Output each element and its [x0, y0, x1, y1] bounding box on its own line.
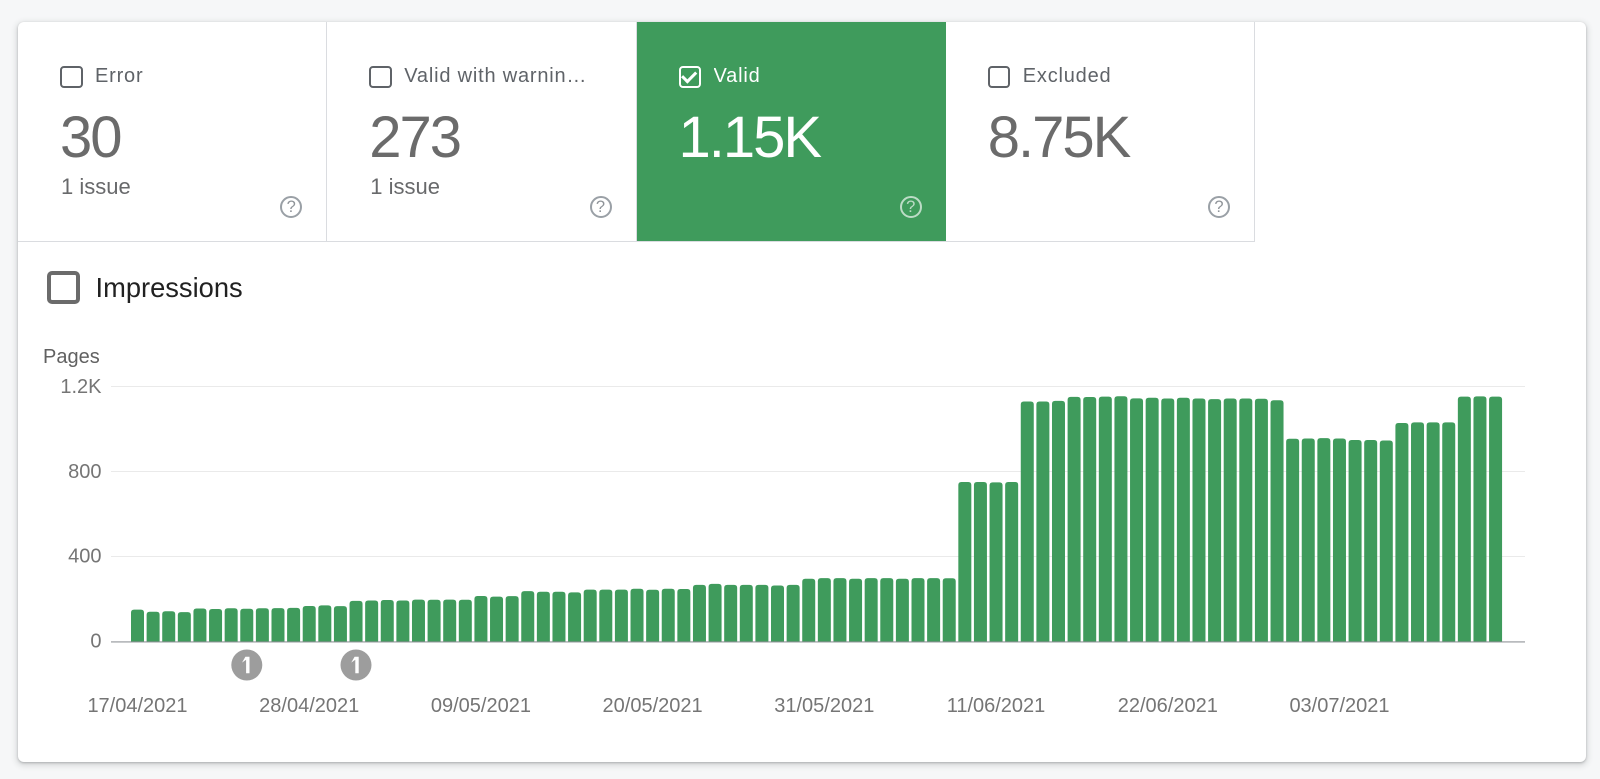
svg-text:22/06/2021: 22/06/2021: [1118, 695, 1218, 717]
svg-text:1.2K: 1.2K: [60, 376, 102, 398]
svg-text:03/07/2021: 03/07/2021: [1289, 695, 1389, 717]
svg-text:28/04/2021: 28/04/2021: [259, 695, 359, 717]
svg-text:400: 400: [68, 546, 101, 568]
svg-text:17/04/2021: 17/04/2021: [87, 695, 187, 717]
svg-text:800: 800: [68, 461, 101, 483]
svg-text:11/06/2021: 11/06/2021: [947, 695, 1046, 717]
svg-text:09/05/2021: 09/05/2021: [431, 695, 531, 717]
svg-text:20/05/2021: 20/05/2021: [603, 695, 703, 717]
svg-text:31/05/2021: 31/05/2021: [774, 695, 874, 717]
svg-text:0: 0: [90, 631, 101, 653]
